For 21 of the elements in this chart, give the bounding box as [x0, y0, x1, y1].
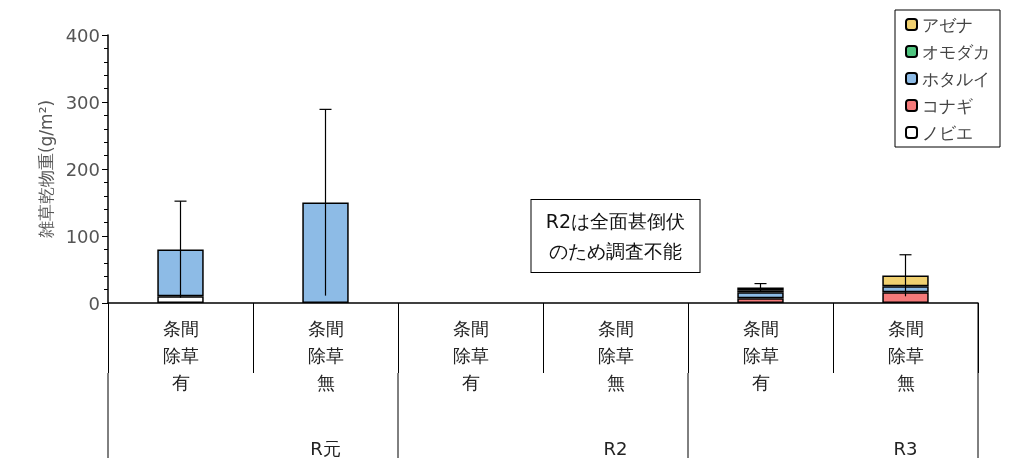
x-tick-label: 条間除草無 — [887, 318, 924, 393]
x-tick-label: 条間除草無 — [597, 318, 634, 393]
y-tick-label: 100 — [65, 225, 100, 247]
legend-label: コナギ — [922, 95, 973, 116]
legend-label: アゼナ — [922, 14, 973, 35]
y-tick-label: 200 — [65, 158, 100, 180]
legend-label: オモダカ — [922, 41, 990, 62]
y-tick-label: 400 — [65, 24, 100, 46]
x-tick-label: 条間除草有 — [162, 318, 199, 393]
y-tick-label: 300 — [65, 91, 100, 113]
text: R2 — [603, 437, 628, 459]
legend-label: ホタルイ — [922, 68, 990, 89]
legend-label: ノビエ — [922, 122, 973, 143]
x-tick-label: 条間除草有 — [742, 318, 779, 393]
text: R3 — [893, 437, 918, 459]
text: R元 — [310, 437, 341, 459]
x-tick-label: 条間除草有 — [452, 318, 489, 393]
x-tick-label: 条間除草無 — [307, 318, 344, 393]
y-tick-label: 0 — [88, 292, 100, 314]
y-axis-title: 雑草乾物重(g/m²) — [36, 99, 57, 239]
annotation: R2は全面甚倒伏のため調査不能 — [545, 210, 686, 262]
